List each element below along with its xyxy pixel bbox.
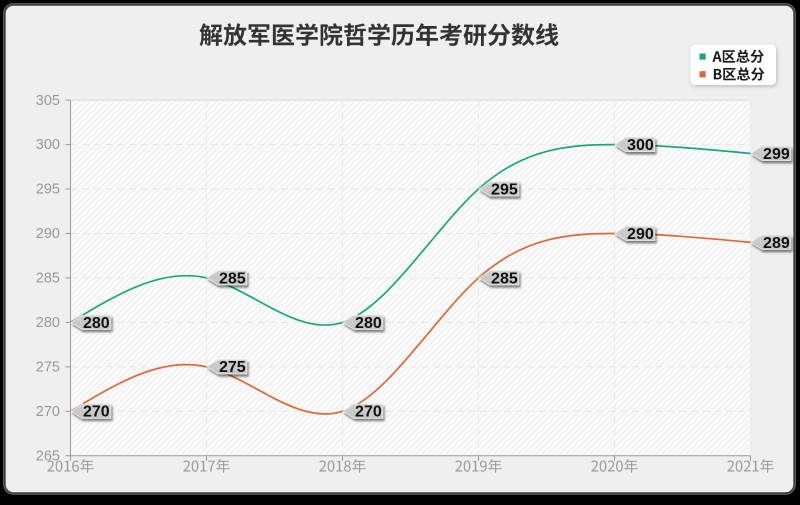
svg-text:300: 300	[627, 137, 654, 154]
svg-text:280: 280	[36, 315, 60, 331]
svg-text:295: 295	[491, 181, 518, 198]
svg-text:280: 280	[83, 315, 110, 332]
svg-text:275: 275	[36, 359, 60, 375]
svg-text:285: 285	[491, 270, 518, 287]
svg-text:265: 265	[36, 448, 60, 464]
svg-text:295: 295	[36, 182, 60, 198]
svg-text:275: 275	[219, 359, 246, 376]
svg-text:285: 285	[219, 270, 246, 287]
svg-text:280: 280	[355, 315, 382, 332]
svg-text:270: 270	[36, 404, 60, 420]
svg-text:290: 290	[627, 226, 654, 243]
svg-text:290: 290	[36, 226, 60, 242]
svg-text:289: 289	[763, 235, 790, 252]
svg-text:270: 270	[83, 404, 110, 421]
svg-text:305: 305	[36, 93, 60, 109]
svg-text:299: 299	[763, 146, 790, 163]
svg-text:270: 270	[355, 404, 382, 421]
svg-text:285: 285	[36, 271, 60, 287]
svg-text:300: 300	[36, 137, 60, 153]
